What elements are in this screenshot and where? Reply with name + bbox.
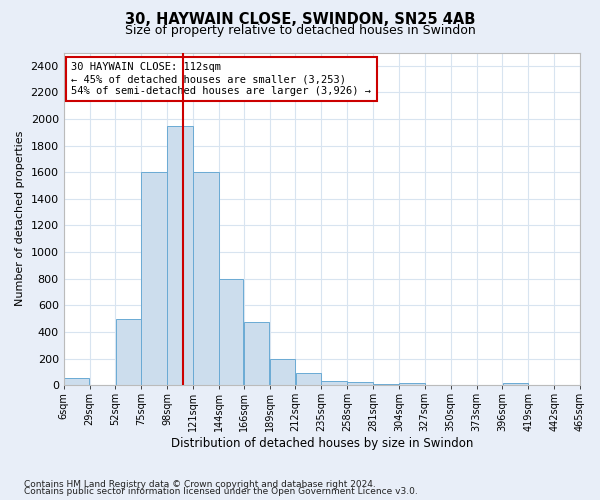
- Text: 30, HAYWAIN CLOSE, SWINDON, SN25 4AB: 30, HAYWAIN CLOSE, SWINDON, SN25 4AB: [125, 12, 475, 28]
- Bar: [399, 383, 425, 385]
- Bar: [142, 172, 167, 385]
- Bar: [193, 172, 219, 385]
- Text: Contains HM Land Registry data © Crown copyright and database right 2024.: Contains HM Land Registry data © Crown c…: [24, 480, 376, 489]
- Text: Contains public sector information licensed under the Open Government Licence v3: Contains public sector information licen…: [24, 488, 418, 496]
- Bar: [269, 358, 295, 385]
- Text: Size of property relative to detached houses in Swindon: Size of property relative to detached ho…: [125, 24, 475, 37]
- Bar: [347, 382, 373, 385]
- Bar: [296, 373, 321, 385]
- Bar: [322, 381, 347, 385]
- Bar: [116, 318, 141, 385]
- Text: 30 HAYWAIN CLOSE: 112sqm
← 45% of detached houses are smaller (3,253)
54% of sem: 30 HAYWAIN CLOSE: 112sqm ← 45% of detach…: [71, 62, 371, 96]
- Bar: [219, 278, 244, 385]
- Y-axis label: Number of detached properties: Number of detached properties: [15, 131, 25, 306]
- Bar: [244, 322, 269, 385]
- X-axis label: Distribution of detached houses by size in Swindon: Distribution of detached houses by size …: [170, 437, 473, 450]
- Bar: [503, 383, 528, 385]
- Bar: [373, 384, 399, 385]
- Bar: [167, 126, 193, 385]
- Bar: [64, 378, 89, 385]
